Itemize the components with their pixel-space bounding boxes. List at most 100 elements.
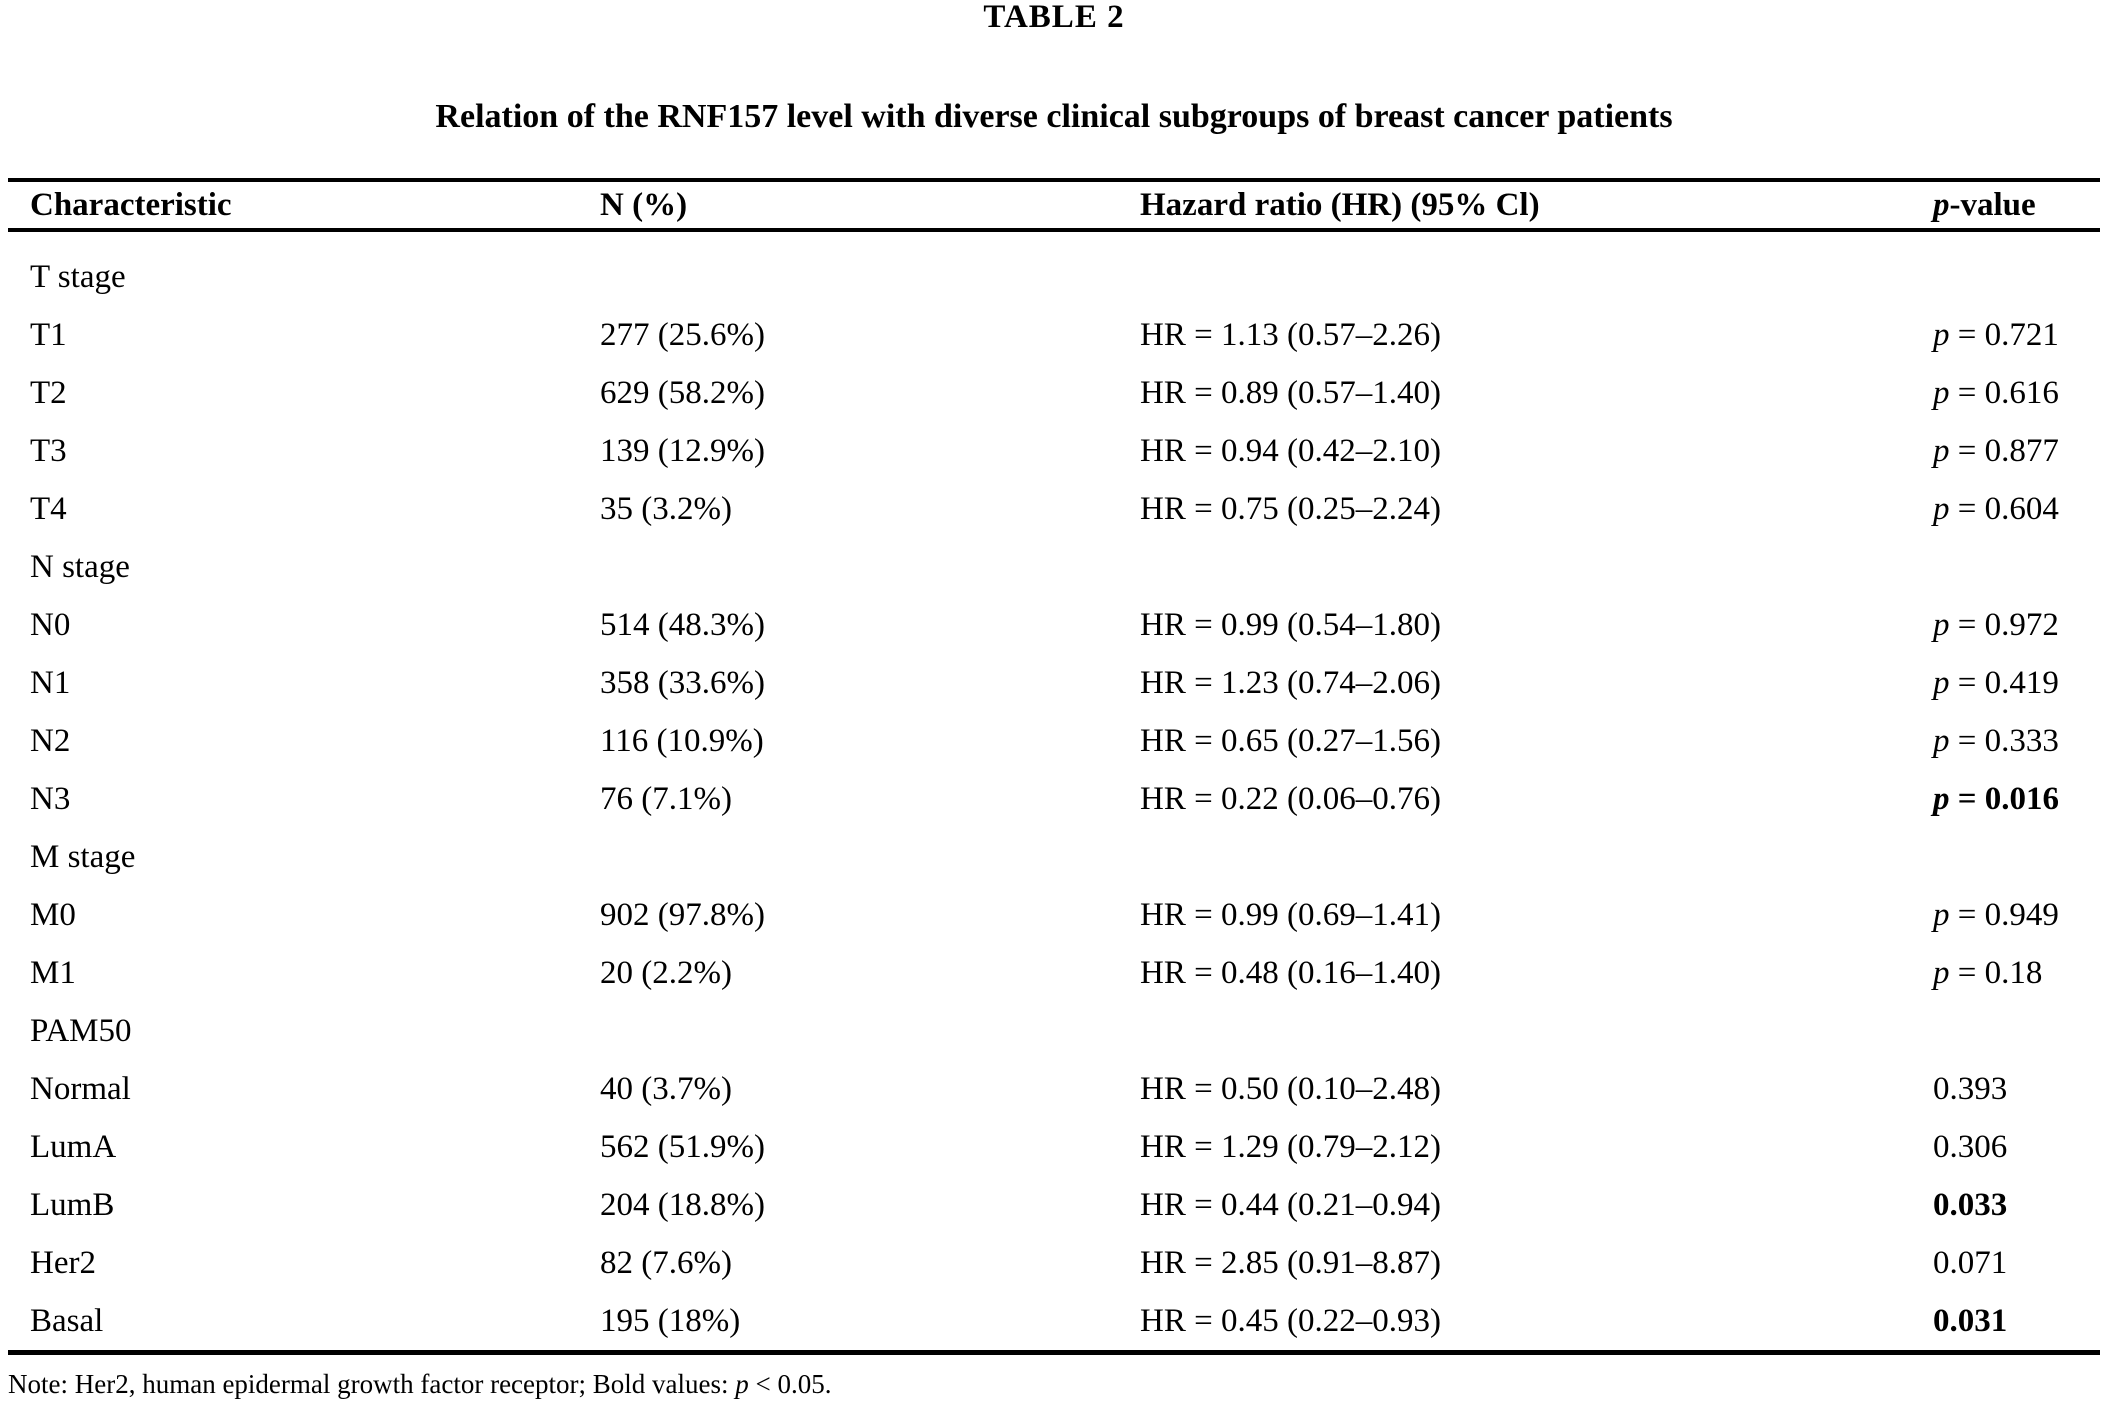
group-label-cell: M stage	[30, 838, 136, 875]
p-value-cell: p = 0.604	[1933, 490, 2059, 527]
characteristic-cell: Her2	[30, 1244, 96, 1281]
table-row: LumB 204 (18.8%) HR = 0.44 (0.21–0.94) 0.03…	[8, 1176, 2100, 1234]
hazard-ratio-cell: HR = 0.44 (0.21–0.94)	[1140, 1186, 1441, 1223]
p-value-cell	[1933, 538, 2100, 596]
n-percent-cell	[600, 828, 1140, 886]
hazard-ratio-cell: HR = 0.94 (0.42–2.10)	[1140, 432, 1441, 469]
hazard-ratio-cell	[1140, 828, 1933, 886]
n-percent-cell: 20 (2.2%)	[600, 954, 732, 991]
characteristic-cell: T2	[30, 374, 67, 411]
table-row: T1 277 (25.6%) HR = 1.13 (0.57–2.26) p = 0.…	[8, 306, 2100, 364]
table-number-title: TABLE 2	[983, 0, 1125, 35]
p-value-cell: p = 0.016	[1933, 780, 2060, 817]
group-row: T stage	[8, 230, 2100, 306]
table-row: T3 139 (12.9%) HR = 0.94 (0.42–2.10) p = 0.…	[8, 422, 2100, 480]
n-percent-cell: 195 (18%)	[600, 1292, 1140, 1355]
characteristic-cell: M0	[30, 896, 76, 933]
p-value-cell: p = 0.333	[1933, 722, 2059, 759]
table-header: Characteristic N (%) Hazard ratio (HR) (95…	[8, 180, 2100, 232]
p-value-cell: p = 0.949	[1933, 896, 2059, 933]
characteristic-cell: T1	[30, 316, 67, 353]
table-row: Her2 82 (7.6%) HR = 2.85 (0.91–8.87) 0.071	[8, 1234, 2100, 1292]
hazard-ratio-cell: HR = 1.23 (0.74–2.06)	[1140, 664, 1441, 701]
group-row: N stage	[8, 538, 2100, 596]
clinical-subgroups-table: Characteristic N (%) Hazard ratio (HR) (95…	[8, 178, 2100, 1355]
n-percent-cell: 116 (10.9%)	[600, 722, 764, 759]
hazard-ratio-cell: HR = 0.22 (0.06–0.76)	[1140, 780, 1441, 817]
hazard-ratio-cell: HR = 0.99 (0.54–1.80)	[1140, 606, 1441, 643]
group-row: PAM50	[8, 1002, 2100, 1060]
table-row: N1 358 (33.6%) HR = 1.23 (0.74–2.06) p = 0.…	[8, 654, 2100, 712]
n-percent-cell: 562 (51.9%)	[600, 1128, 765, 1165]
n-percent-cell: 35 (3.2%)	[600, 490, 732, 527]
hazard-ratio-cell	[1140, 230, 1933, 306]
p-value-cell: p = 0.877	[1933, 432, 2059, 469]
hazard-ratio-cell: HR = 2.85 (0.91–8.87)	[1140, 1244, 1441, 1281]
characteristic-cell: N3	[30, 780, 71, 817]
n-percent-cell	[600, 538, 1140, 596]
p-value-cell: p = 0.721	[1933, 316, 2059, 353]
table-body: T stage T1 277 (25.6%) HR = 1.13 (0.57–2.26…	[8, 230, 2100, 1355]
p-value-cell: p = 0.972	[1933, 606, 2059, 643]
hazard-ratio-cell: HR = 0.45 (0.22–0.93)	[1140, 1292, 1933, 1355]
characteristic-cell: LumB	[30, 1186, 115, 1223]
table-caption: Relation of the RNF157 level with divers…	[435, 98, 1673, 135]
group-label-cell: PAM50	[30, 1012, 132, 1049]
n-percent-cell: 629 (58.2%)	[600, 374, 765, 411]
hazard-ratio-cell	[1140, 538, 1933, 596]
n-percent-cell: 514 (48.3%)	[600, 606, 765, 643]
n-percent-cell: 277 (25.6%)	[600, 316, 765, 353]
p-value-cell: 0.071	[1933, 1244, 2008, 1281]
characteristic-cell: Normal	[30, 1070, 131, 1107]
hazard-ratio-cell: HR = 1.29 (0.79–2.12)	[1140, 1128, 1441, 1165]
n-percent-cell: 82 (7.6%)	[600, 1244, 732, 1281]
characteristic-cell: T3	[30, 432, 67, 469]
hazard-ratio-cell	[1140, 1002, 1933, 1060]
table-row: N2 116 (10.9%) HR = 0.65 (0.27–1.56) p = 0.…	[8, 712, 2100, 770]
p-value-cell: 0.031	[1933, 1292, 2100, 1355]
table-row: Basal 195 (18%) HR = 0.45 (0.22–0.93) 0.031	[8, 1292, 2100, 1355]
characteristic-cell: N0	[30, 606, 71, 643]
n-percent-cell: 902 (97.8%)	[600, 896, 765, 933]
hazard-ratio-cell: HR = 0.89 (0.57–1.40)	[1140, 374, 1441, 411]
table-row: M1 20 (2.2%) HR = 0.48 (0.16–1.40) p = 0.18	[8, 944, 2100, 1002]
group-row: M stage	[8, 828, 2100, 886]
table-footnote: Note: Her2, human epidermal growth facto…	[8, 1369, 832, 1399]
group-label-cell: N stage	[30, 548, 130, 585]
table-row: LumA 562 (51.9%) HR = 1.29 (0.79–2.12) 0.30…	[8, 1118, 2100, 1176]
group-label-cell: T stage	[30, 258, 126, 295]
n-percent-cell: 358 (33.6%)	[600, 664, 765, 701]
column-header-p-value: p-value	[1933, 180, 2100, 232]
n-percent-cell: 40 (3.7%)	[600, 1070, 732, 1107]
hazard-ratio-cell: HR = 0.65 (0.27–1.56)	[1140, 722, 1441, 759]
characteristic-cell: N2	[30, 722, 71, 759]
p-value-cell: p = 0.18	[1933, 954, 2043, 991]
p-value-cell: 0.306	[1933, 1128, 2008, 1165]
hazard-ratio-cell: HR = 0.99 (0.69–1.41)	[1140, 896, 1441, 933]
characteristic-cell: M1	[30, 954, 76, 991]
header-row: Characteristic N (%) Hazard ratio (HR) (95…	[8, 180, 2100, 232]
table-row: N0 514 (48.3%) HR = 0.99 (0.54–1.80) p = 0.…	[8, 596, 2100, 654]
hazard-ratio-cell: HR = 1.13 (0.57–2.26)	[1140, 316, 1441, 353]
characteristic-cell: T4	[30, 490, 67, 527]
p-value-cell: p = 0.419	[1933, 664, 2059, 701]
n-percent-cell: 76 (7.1%)	[600, 780, 732, 817]
table-row: Normal 40 (3.7%) HR = 0.50 (0.10–2.48) 0.39…	[8, 1060, 2100, 1118]
p-value-cell: 0.393	[1933, 1070, 2008, 1107]
table-row: M0 902 (97.8%) HR = 0.99 (0.69–1.41) p = 0.…	[8, 886, 2100, 944]
p-value-cell	[1933, 230, 2100, 306]
table-row: T2 629 (58.2%) HR = 0.89 (0.57–1.40) p = 0.…	[8, 364, 2100, 422]
table-row: T4 35 (3.2%) HR = 0.75 (0.25–2.24) p = 0.60…	[8, 480, 2100, 538]
column-header-hazard-ratio: Hazard ratio (HR) (95% Cl)	[1140, 180, 1933, 232]
n-percent-cell	[600, 1002, 1140, 1060]
characteristic-cell: LumA	[30, 1128, 117, 1165]
p-value-cell: 0.033	[1933, 1186, 2008, 1223]
column-header-n-percent: N (%)	[600, 180, 1140, 232]
n-percent-cell: 139 (12.9%)	[600, 432, 765, 469]
characteristic-cell: Basal	[8, 1292, 600, 1355]
p-value-cell: p = 0.616	[1933, 374, 2059, 411]
hazard-ratio-cell: HR = 0.48 (0.16–1.40)	[1140, 954, 1441, 991]
hazard-ratio-cell: HR = 0.50 (0.10–2.48)	[1140, 1070, 1441, 1107]
n-percent-cell	[600, 230, 1140, 306]
